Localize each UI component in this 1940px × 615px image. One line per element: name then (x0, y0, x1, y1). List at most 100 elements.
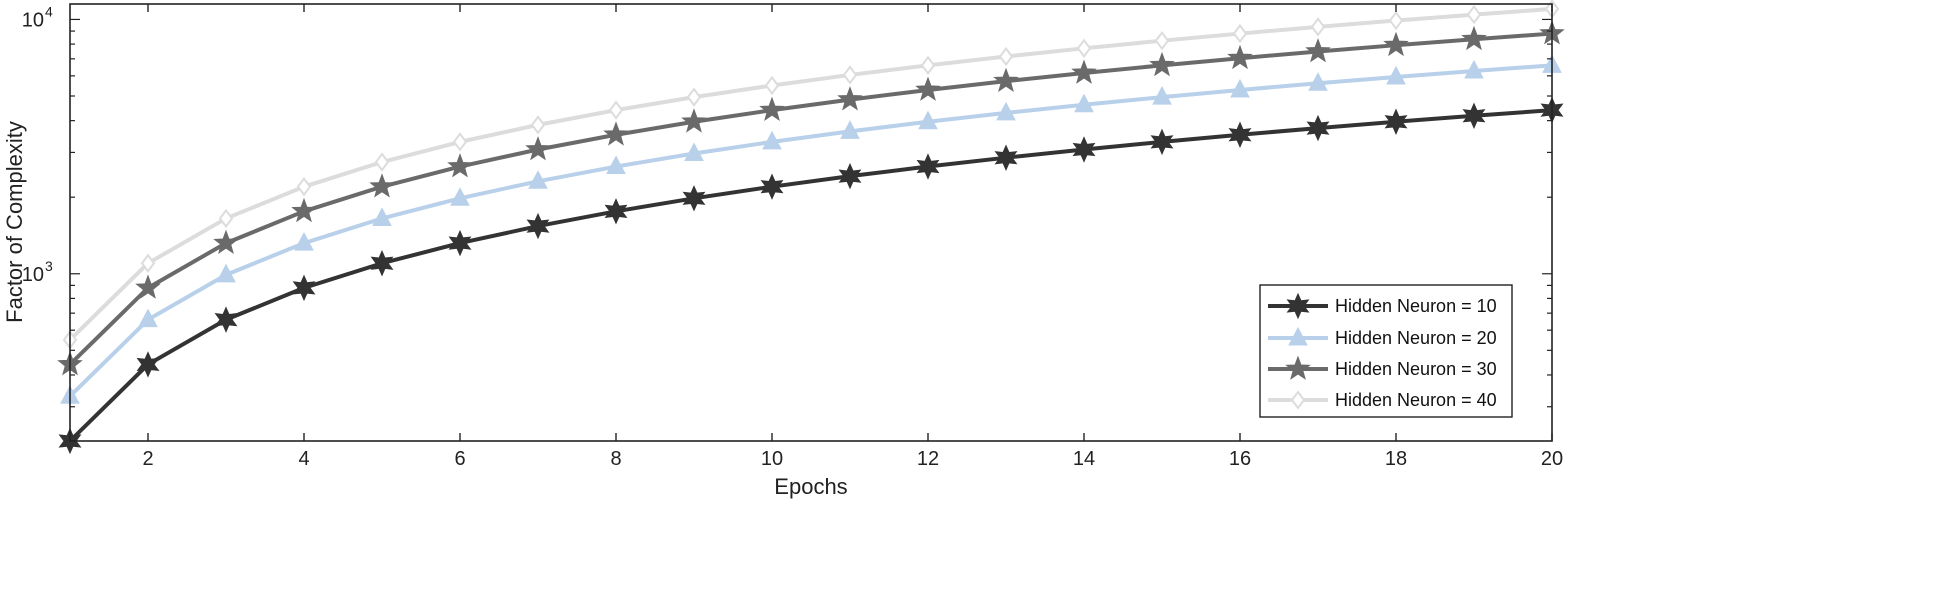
data-point (916, 153, 940, 180)
data-point (840, 120, 860, 139)
data-point (996, 101, 1016, 121)
data-point (684, 142, 704, 162)
legend-label: Hidden Neuron = 40 (1335, 390, 1497, 410)
data-point (369, 173, 395, 198)
x-tick-label: 12 (917, 448, 939, 470)
x-tick-label: 8 (610, 448, 621, 470)
data-point (759, 96, 785, 121)
data-point (762, 130, 782, 150)
data-point (1076, 38, 1092, 58)
y-tick-label-exponent: 3 (45, 258, 53, 274)
legend-label: Hidden Neuron = 10 (1335, 296, 1497, 316)
data-point (606, 155, 626, 175)
series-line (68, 63, 1553, 398)
x-tick-label: 10 (761, 448, 783, 470)
data-point (1388, 10, 1404, 31)
data-point (920, 55, 936, 75)
data-point (681, 108, 707, 133)
x-tick-label: 18 (1385, 448, 1407, 470)
data-point (1305, 38, 1331, 63)
data-point (1384, 108, 1408, 135)
y-tick-label-exponent: 4 (45, 3, 53, 19)
series-1 (58, 96, 1564, 455)
data-point (915, 76, 941, 101)
x-ticks: 2 4 6 8 10 12 14 16 18 20 (142, 4, 1563, 470)
data-point (838, 162, 862, 190)
data-point (1230, 78, 1250, 98)
data-point (292, 274, 316, 302)
x-tick-label: 4 (298, 448, 309, 470)
data-point (1150, 128, 1174, 156)
data-point (140, 253, 156, 273)
data-point (764, 75, 780, 96)
x-tick-label: 6 (454, 448, 465, 470)
legend-entry: Hidden Neuron = 40 (1268, 390, 1497, 410)
legend-marker (1285, 355, 1311, 380)
x-tick-label: 14 (1073, 448, 1095, 470)
data-point (296, 177, 312, 197)
data-point (837, 86, 863, 111)
data-point (842, 65, 858, 85)
data-point (526, 212, 550, 240)
data-point (452, 132, 468, 152)
y-tick-label: 10 (22, 264, 44, 286)
y-axis-title: Factor of Complexity (2, 121, 27, 323)
legend: Hidden Neuron = 10 Hidden Neuron = 20 Hidd… (1259, 284, 1513, 418)
data-point (528, 170, 548, 189)
data-point (294, 232, 314, 251)
legend-entry: Hidden Neuron = 30 (1268, 355, 1497, 380)
series-line (68, 6, 1553, 342)
data-point (604, 198, 628, 225)
data-point (1152, 86, 1172, 105)
data-point (603, 121, 629, 146)
x-tick-label: 20 (1541, 448, 1563, 470)
data-point (682, 185, 706, 212)
data-point (918, 110, 938, 130)
data-point (214, 306, 238, 333)
series-layer (57, 0, 1565, 455)
data-point (1232, 23, 1248, 44)
data-point (994, 144, 1018, 171)
data-point (291, 197, 317, 223)
data-point (1308, 72, 1328, 91)
plot-frame (69, 3, 1553, 442)
legend-marker (1288, 326, 1308, 346)
x-tick-label: 2 (142, 448, 153, 470)
series-2 (60, 54, 1562, 404)
data-point (374, 152, 390, 172)
data-point (213, 229, 239, 254)
data-point (1154, 31, 1170, 51)
data-point (372, 207, 392, 226)
data-point (1462, 102, 1486, 130)
data-point (1072, 136, 1096, 163)
data-point (216, 263, 236, 283)
data-point (993, 67, 1019, 93)
series-line (68, 108, 1553, 443)
data-point (370, 249, 394, 277)
legend-marker (1286, 292, 1310, 320)
data-point (450, 187, 470, 206)
data-point (1386, 65, 1406, 85)
data-point (138, 308, 158, 328)
data-point (447, 153, 473, 178)
y-tick-label: 10 (22, 9, 44, 31)
data-point (1464, 59, 1484, 79)
series-line (68, 31, 1553, 366)
data-point (525, 136, 551, 161)
data-point (1227, 44, 1253, 70)
data-point (1461, 25, 1487, 51)
x-axis-title: Epochs (774, 474, 847, 499)
data-point (1306, 114, 1330, 142)
legend-label: Hidden Neuron = 30 (1335, 359, 1497, 379)
legend-entry: Hidden Neuron = 10 (1268, 292, 1497, 320)
data-point (686, 87, 702, 107)
data-point (1149, 51, 1175, 77)
legend-marker (1290, 390, 1306, 410)
x-tick-label: 16 (1229, 448, 1251, 470)
data-point (608, 100, 624, 120)
data-point (1310, 17, 1326, 37)
legend-entry: Hidden Neuron = 20 (1268, 326, 1497, 348)
data-point (448, 229, 472, 257)
